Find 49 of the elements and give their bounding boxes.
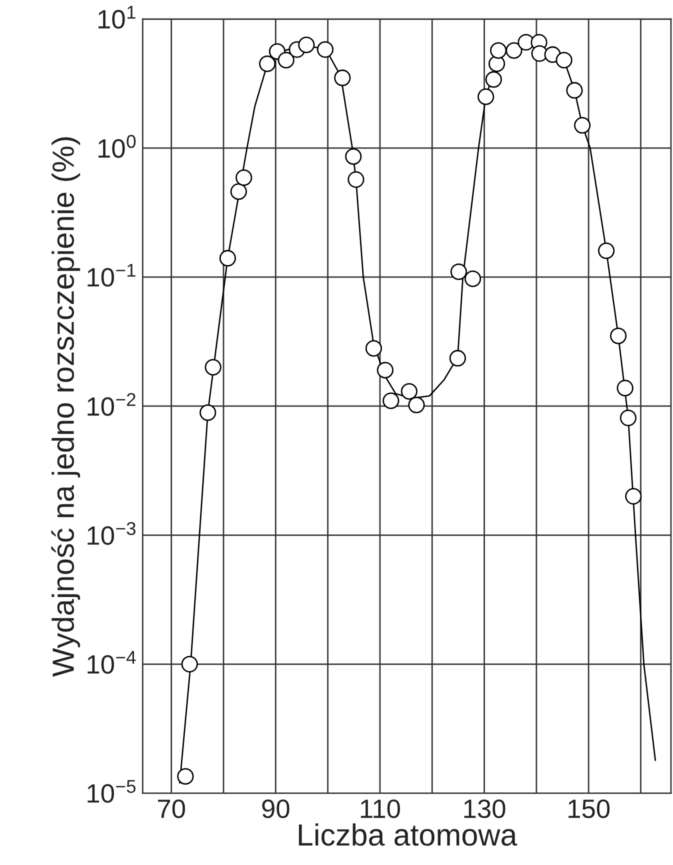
point <box>490 42 507 59</box>
point <box>259 55 276 72</box>
point <box>298 36 315 54</box>
y-tick-label: 10$^{1}$ <box>98 6 136 29</box>
point <box>236 169 252 186</box>
point <box>620 410 637 426</box>
y-tick-label: 10$^{−3}$ <box>88 522 136 545</box>
point <box>230 183 247 200</box>
x-tick-label: 70 <box>158 799 186 818</box>
point <box>478 88 494 106</box>
point <box>334 70 351 86</box>
point <box>449 350 466 367</box>
point <box>348 171 364 188</box>
point <box>450 263 468 280</box>
x-tick-label: 110 <box>360 799 400 818</box>
point <box>177 768 194 785</box>
point <box>181 656 198 672</box>
point <box>382 392 400 410</box>
point <box>400 383 418 400</box>
point <box>566 82 583 99</box>
point <box>200 404 216 421</box>
x-tick-label: 90 <box>262 799 290 818</box>
point <box>316 41 334 58</box>
point <box>408 396 425 414</box>
y-tick-label: 10$^{−1}$ <box>88 264 136 287</box>
point <box>625 488 642 505</box>
point <box>278 52 294 68</box>
x-axis-title: Liczba atomowa <box>298 823 518 846</box>
x-tick-label: 150 <box>568 799 610 818</box>
point <box>345 148 362 165</box>
point <box>365 340 382 357</box>
point <box>574 117 591 134</box>
y-tick-label: 10$^{0}$ <box>98 134 136 158</box>
point <box>376 362 394 378</box>
y-axis-title: Wydajność na jedno rozszczepienie (%) <box>51 137 80 677</box>
point <box>556 52 572 68</box>
x-tick-label: 130 <box>464 799 506 818</box>
point <box>616 380 634 396</box>
point <box>488 55 506 72</box>
y-tick-label: 10$^{−4}$ <box>88 651 136 674</box>
point <box>464 270 482 288</box>
point <box>219 250 236 267</box>
y-tick-label: 10$^{−5}$ <box>88 780 136 803</box>
point <box>204 358 222 376</box>
y-tick-label: 10$^{−2}$ <box>88 392 136 416</box>
point <box>598 242 615 260</box>
point <box>610 328 627 344</box>
point <box>485 71 502 88</box>
point <box>506 42 522 59</box>
